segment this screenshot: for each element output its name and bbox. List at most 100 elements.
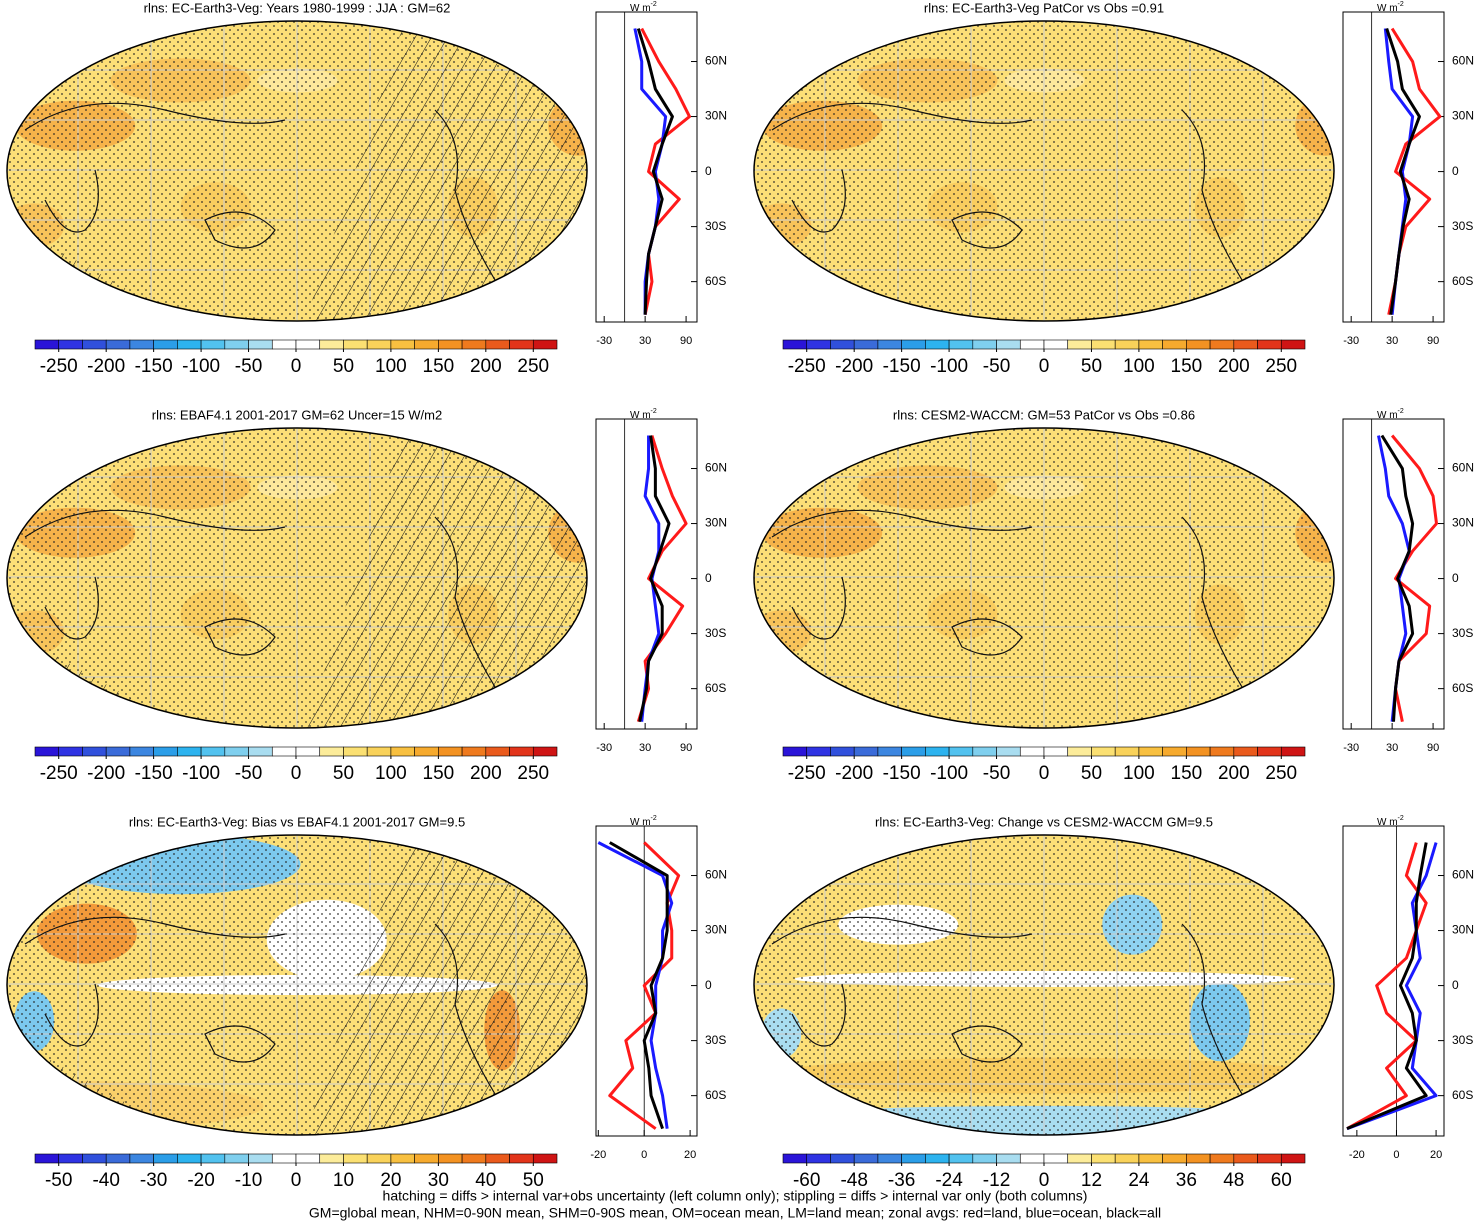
x-tick-label: 0 <box>1393 1149 1399 1161</box>
colorbar-box <box>1043 339 1069 350</box>
colorbar-tick-label: 0 <box>291 356 302 377</box>
colorbar-box <box>782 339 808 350</box>
y-tick-label: 60S <box>705 681 726 695</box>
colorbar-box <box>390 339 415 350</box>
colorbar-tick-label: -200 <box>87 356 125 377</box>
colorbar-tick-label: 150 <box>1171 763 1203 784</box>
colorbar-box <box>925 746 950 757</box>
colorbar-box <box>1114 1153 1140 1164</box>
colorbar-tick-label: 10 <box>333 1170 354 1191</box>
y-tick-label: 0 <box>705 164 712 178</box>
zonal-line <box>608 841 681 1130</box>
colorbar-box <box>1162 1153 1187 1164</box>
x-tick-label: 20 <box>1430 1149 1442 1161</box>
map-border <box>753 427 1335 729</box>
colorbar-tick-label: -250 <box>40 763 78 784</box>
unit-base: W m <box>630 817 651 828</box>
colorbar-box <box>1209 1153 1235 1164</box>
colorbar-box <box>1162 339 1187 350</box>
x-tick-label: 90 <box>1427 742 1439 754</box>
colorbar-box <box>901 339 926 350</box>
colorbar-box <box>1019 746 1045 757</box>
x-tick-label: -20 <box>590 1149 606 1161</box>
y-tick-label: 0 <box>1452 571 1459 585</box>
colorbar-box <box>200 1153 226 1164</box>
colorbar-tick-label: 50 <box>1081 763 1102 784</box>
colorbar-box <box>1280 1153 1306 1164</box>
y-tick-label: 60N <box>1452 868 1474 882</box>
colorbar-tick-label: -250 <box>788 763 826 784</box>
colorbar-box <box>1114 339 1140 350</box>
map-body <box>7 428 587 728</box>
colorbar-box <box>390 746 415 757</box>
colorbar-tick-label: -30 <box>140 1170 167 1191</box>
coastline <box>24 509 496 688</box>
hatching <box>7 835 587 1135</box>
colorbar-tick-label: -36 <box>888 1170 915 1191</box>
colorbar-tick-label: -250 <box>40 356 78 377</box>
colorbar-box <box>925 1153 950 1164</box>
colorbar-box <box>925 339 950 350</box>
y-tick-label: 0 <box>1452 978 1459 992</box>
map-body <box>754 21 1334 321</box>
colorbar-tick-label: -150 <box>135 763 173 784</box>
colorbar-box <box>1138 339 1163 350</box>
colorbar-box <box>806 746 831 757</box>
colorbar-tick-label: 200 <box>470 356 502 377</box>
colorbar-tick-label: -100 <box>930 356 968 377</box>
colorbar-tick-label: 50 <box>1081 356 1102 377</box>
colorbar-tick-label: -200 <box>835 763 873 784</box>
colorbar-box <box>319 339 344 350</box>
map <box>6 834 588 1136</box>
colorbar-box <box>34 1153 60 1164</box>
colorbar-box <box>248 1153 273 1164</box>
colorbar-box <box>319 746 344 757</box>
y-tick-label: 30S <box>1452 219 1473 233</box>
colorbar-box <box>509 339 534 350</box>
colorbar-tick-label: -200 <box>835 356 873 377</box>
colorbar-box <box>1233 1153 1258 1164</box>
colorbar-box <box>366 746 392 757</box>
zonal-line <box>1346 842 1438 1131</box>
x-tick-label: 90 <box>680 335 692 347</box>
colorbar-box <box>853 1153 879 1164</box>
colorbar-box <box>224 339 249 350</box>
x-tick-label: 90 <box>680 742 692 754</box>
x-tick-label: 30 <box>639 335 651 347</box>
colorbar-tick-label: 100 <box>1123 356 1155 377</box>
colorbar-tick-label: 250 <box>517 763 549 784</box>
coastline <box>24 102 496 281</box>
colorbar-tick-label: 200 <box>1218 763 1250 784</box>
y-tick-label: 30S <box>1452 1033 1473 1047</box>
unit-exponent: -2 <box>651 408 657 415</box>
colorbar-tick-label: -100 <box>182 763 220 784</box>
colorbar-box <box>58 746 83 757</box>
colorbar-tick-label: -12 <box>983 1170 1010 1191</box>
colorbar-box <box>509 746 534 757</box>
unit-label: W m-2 <box>1377 815 1404 828</box>
map-body <box>7 21 587 321</box>
colorbar-box <box>1067 746 1092 757</box>
unit-base: W m <box>1377 817 1398 828</box>
colorbar-tick-label: 40 <box>475 1170 496 1191</box>
colorbar-box <box>1138 746 1163 757</box>
map-body <box>754 428 1334 728</box>
colorbar-box <box>948 746 974 757</box>
colorbar-box <box>996 746 1021 757</box>
map-border <box>6 427 588 729</box>
x-tick-label: -30 <box>1343 742 1359 754</box>
footnote: GM=global mean, NHM=0-90N mean, SHM=0-90… <box>309 1205 1161 1221</box>
y-tick-label: 30S <box>705 1033 726 1047</box>
colorbar-box <box>948 339 974 350</box>
colorbar-tick-label: 36 <box>1176 1170 1197 1191</box>
colorbar-box <box>224 1153 249 1164</box>
map <box>753 834 1335 1136</box>
colorbar-tick-label: 200 <box>470 763 502 784</box>
colorbar-box <box>1043 1153 1069 1164</box>
y-tick-label: 30S <box>705 626 726 640</box>
zonal-line <box>1346 842 1428 1130</box>
zonal-frame <box>595 825 698 1137</box>
colorbar-box <box>343 746 368 757</box>
x-tick-label: 0 <box>641 1149 647 1161</box>
x-tick-label: 30 <box>1386 742 1398 754</box>
